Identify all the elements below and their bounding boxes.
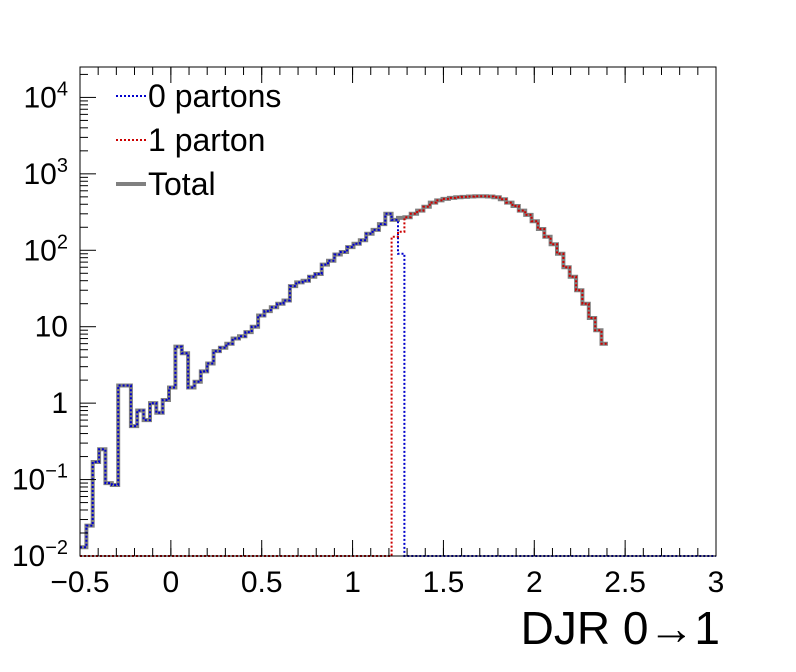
y-tick-label: 10−2 <box>12 537 68 573</box>
plot-frame <box>79 66 717 557</box>
x-axis-title: DJR 0→1 <box>521 602 720 654</box>
legend-label-total: Total <box>148 166 216 202</box>
x-tick-label: 2 <box>526 566 543 599</box>
x-tick-label: 3 <box>708 566 725 599</box>
legend-label-0-partons: 0 partons <box>148 78 281 114</box>
x-tick-label: −0.5 <box>50 566 109 599</box>
x-tick-label: 0.5 <box>241 566 283 599</box>
y-tick-labels: 10−2 10−1 1 10 102 103 104 <box>12 78 68 573</box>
x-tick-label: 2.5 <box>604 566 646 599</box>
x-tick-label: 0 <box>163 566 180 599</box>
legend-label-1-parton: 1 parton <box>148 122 265 158</box>
y-tick-label: 10−1 <box>12 461 68 497</box>
y-tick-label: 104 <box>24 78 69 114</box>
y-tick-label: 102 <box>24 231 69 267</box>
axis-layer <box>79 67 717 557</box>
x-tick-label: 1.5 <box>423 566 465 599</box>
y-tick-label: 10 <box>35 311 68 344</box>
legend: 0 partons 1 parton Total <box>116 78 281 202</box>
x-tick-label: 1 <box>344 566 361 599</box>
x-tick-labels: −0.5 0 0.5 1 1.5 2 2.5 3 <box>50 566 724 599</box>
y-tick-label: 103 <box>24 155 69 191</box>
y-tick-label: 1 <box>51 387 68 420</box>
